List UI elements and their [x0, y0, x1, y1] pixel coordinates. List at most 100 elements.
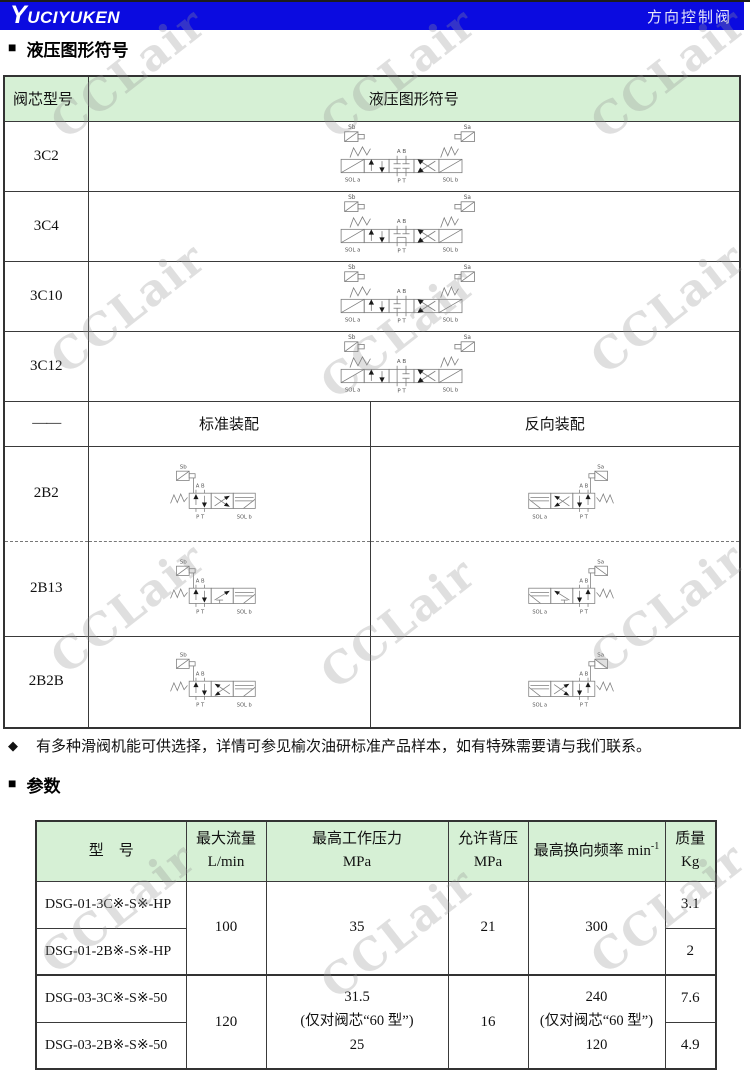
svg-text:P T: P T	[580, 514, 589, 520]
svg-text:Sb: Sb	[180, 652, 187, 658]
header-back-pressure: 允许背压 MPa	[447, 820, 529, 882]
valve-symbol-2b13-reverse: Sa A B P T SOL a	[491, 556, 619, 617]
spool-model-3c10: 3C10	[3, 260, 89, 332]
svg-text:SOL a: SOL a	[345, 177, 361, 183]
svg-text:A B: A B	[579, 671, 588, 677]
svg-text:SOL b: SOL b	[442, 317, 458, 323]
section-title-params: ■ 参数	[8, 772, 60, 797]
note-text: 有多种滑阀机能可供选择，详情可参见榆次油研标准产品样本，如有特殊需要请与我们联系…	[36, 739, 652, 755]
params-table: 型 号 最大流量 L/min 最高工作压力 MPa 允许背压 MPa 最高换向频…	[35, 820, 717, 1070]
pressure-cell: 31.5 (仅对阀芯“60 型”) 25	[265, 974, 449, 1070]
svg-text:A B: A B	[196, 671, 205, 677]
svg-text:SOL a: SOL a	[345, 247, 361, 253]
section-title-symbols-text: 液压图形符号	[26, 41, 129, 60]
symbol-table: 阀芯型号 液压图形符号 3C2 Sb Sa A B P T SOL a SOL b 3C4…	[3, 75, 741, 729]
superscript: -1	[650, 841, 660, 853]
svg-text:SOL b: SOL b	[237, 609, 252, 615]
brand-logo: YUCIYUKEN	[10, 2, 120, 31]
pressure-cell: 35	[265, 880, 449, 976]
svg-text:A B: A B	[397, 359, 407, 365]
svg-text:P T: P T	[580, 702, 589, 708]
svg-text:Sb: Sb	[180, 559, 187, 565]
svg-text:A B: A B	[397, 219, 407, 225]
table-row-3c12: 3C12 Sb Sa A B P T SOL a SOL b	[3, 330, 741, 402]
header-bar: YUCIYUKEN 方向控制阀	[0, 2, 744, 30]
valve-symbol-2b2-reverse: Sa A B P T SOL a	[491, 461, 619, 522]
params-row-dsg01-3c: DSG-01-3C※-S※-HP 100 35 21 300 3.1	[35, 880, 717, 976]
col-header-symbol: 液压图形符号	[87, 75, 741, 122]
params-row-dsg03-3c: DSG-03-3C※-S※-50 120 31.5 (仅对阀芯“60 型”) 2…	[35, 974, 717, 1070]
brand-logo-rest: UCIYUKEN	[27, 7, 120, 27]
frequency-cell: 240 (仅对阀芯“60 型”) 120	[527, 974, 666, 1070]
section-title-params-text: 参数	[26, 777, 61, 796]
svg-text:A B: A B	[196, 483, 205, 489]
svg-text:SOL b: SOL b	[442, 387, 458, 393]
svg-text:Sb: Sb	[348, 265, 356, 271]
header-mass: 质量 Kg	[664, 820, 717, 882]
svg-text:P T: P T	[196, 702, 205, 708]
header-switch-frequency: 最高换向频率 min-1	[527, 820, 666, 882]
svg-text:P T: P T	[580, 609, 589, 615]
valve-symbol-2b2-standard: Sb A B P T SOL b	[165, 461, 293, 522]
svg-text:Sa: Sa	[463, 195, 471, 201]
symbol-cell-2b13-reverse: Sa A B P T SOL a	[369, 540, 741, 637]
valve-symbol-2b2b-reverse: Sa A B P T SOL a	[491, 649, 619, 710]
spool-model-3c12: 3C12	[3, 330, 89, 402]
svg-text:P T: P T	[196, 609, 205, 615]
valve-symbol-3c4: Sb Sa A B P T SOL a SOL b	[334, 192, 494, 256]
svg-text:SOL a: SOL a	[345, 317, 361, 323]
symbol-cell-2b13-standard: Sb A B P T SOL b	[87, 540, 371, 637]
valve-symbol-3c12: Sb Sa A B P T SOL a SOL b	[334, 332, 494, 396]
model-cell: DSG-03-3C※-S※-50	[35, 974, 187, 1023]
symbol-cell-2b2-standard: Sb A B P T SOL b	[87, 445, 371, 542]
symbol-cell-2b2b-standard: Sb A B P T SOL b	[87, 635, 371, 729]
standard-assembly-header: 标准装配	[87, 400, 371, 447]
page-top-rule	[0, 0, 750, 2]
svg-text:Sb: Sb	[180, 464, 187, 470]
svg-text:Sa: Sa	[463, 125, 471, 131]
table-row-3c10: 3C10 Sb Sa A B P T SOL a SOL b	[3, 260, 741, 332]
svg-text:A B: A B	[196, 578, 205, 584]
svg-text:Sb: Sb	[348, 125, 356, 131]
svg-text:Sa: Sa	[597, 464, 604, 470]
reverse-assembly-header: 反向装配	[369, 400, 741, 447]
frequency-cell: 300	[527, 880, 666, 976]
svg-text:Sb: Sb	[348, 195, 356, 201]
svg-text:SOL a: SOL a	[532, 609, 547, 615]
params-row-dsg01-2b: DSG-01-2B※-S※-HP 2	[35, 927, 717, 976]
table-row-3c2: 3C2 Sb Sa A B P T SOL a SOL b	[3, 120, 741, 192]
params-header-row: 型 号 最大流量 L/min 最高工作压力 MPa 允许背压 MPa 最高换向频…	[35, 820, 717, 882]
model-cell: DSG-01-3C※-S※-HP	[35, 880, 187, 929]
svg-text:A B: A B	[397, 289, 407, 295]
spool-model-3c4: 3C4	[3, 190, 89, 262]
valve-symbol-2b13-standard: Sb A B P T SOL b	[165, 556, 293, 617]
mass-cell: 3.1	[664, 880, 717, 929]
back-pressure-cell: 21	[447, 880, 529, 976]
svg-text:P T: P T	[397, 388, 406, 394]
mass-cell: 7.6	[664, 974, 717, 1023]
flow-cell: 100	[185, 880, 267, 976]
svg-text:P T: P T	[397, 248, 406, 254]
svg-text:Sa: Sa	[597, 559, 604, 565]
mass-cell: 4.9	[664, 1021, 717, 1070]
col-header-spool-model: 阀芯型号	[3, 75, 89, 122]
valve-symbol-3c2: Sb Sa A B P T SOL a SOL b	[334, 122, 494, 186]
svg-text:Sa: Sa	[463, 335, 471, 341]
header-model: 型 号	[35, 820, 187, 882]
svg-text:SOL b: SOL b	[442, 177, 458, 183]
spool-model-2b2: 2B2	[3, 445, 89, 542]
svg-text:SOL a: SOL a	[532, 702, 547, 708]
page-title: 方向控制阀	[646, 9, 732, 26]
header-max-pressure: 最高工作压力 MPa	[265, 820, 449, 882]
model-cell: DSG-03-2B※-S※-50	[35, 1021, 187, 1070]
brand-logo-initial: Y	[10, 0, 28, 29]
svg-text:P T: P T	[397, 178, 406, 184]
symbol-table-header-row: 阀芯型号 液压图形符号	[3, 75, 741, 122]
spool-model-2b2b: 2B2B	[3, 635, 89, 729]
svg-text:SOL a: SOL a	[532, 514, 547, 520]
svg-text:A B: A B	[397, 149, 407, 155]
svg-text:SOL b: SOL b	[442, 247, 458, 253]
svg-text:P T: P T	[397, 318, 406, 324]
svg-text:Sa: Sa	[463, 265, 471, 271]
